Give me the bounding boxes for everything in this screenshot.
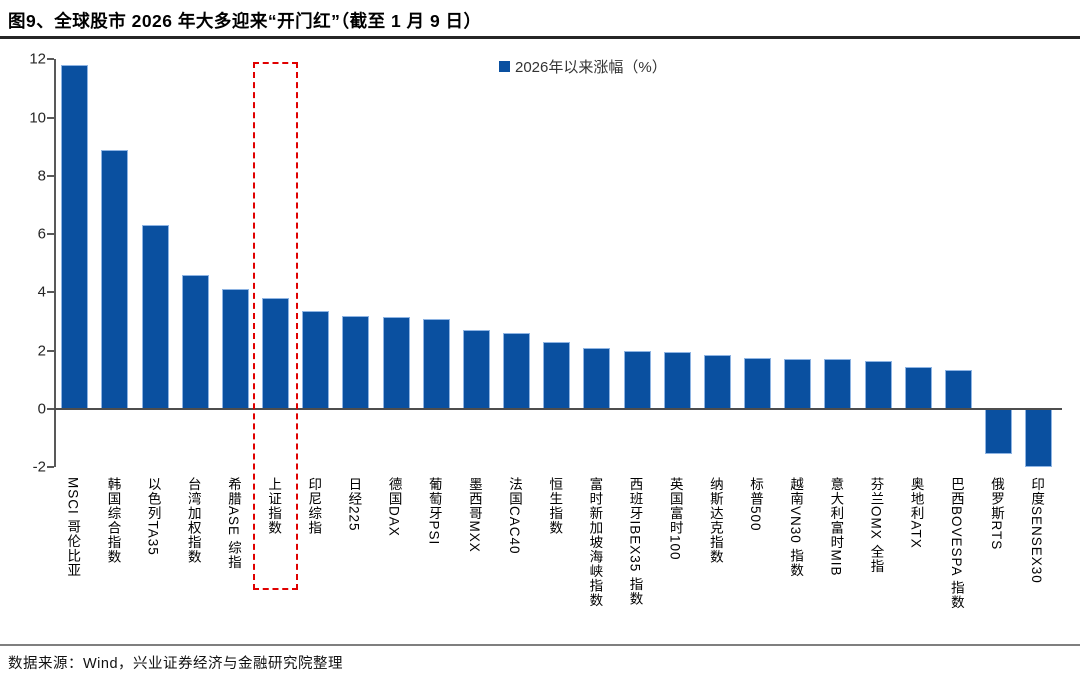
x-category-label: 法国CAC40 — [507, 477, 523, 555]
bar-11 — [503, 333, 531, 409]
y-tick-label: 4 — [37, 283, 46, 301]
bar-21 — [904, 366, 932, 409]
x-category-label: 意大利富时MIB — [828, 477, 844, 577]
y-tick-mark — [47, 349, 54, 352]
y-tick-label: 12 — [29, 50, 46, 68]
y-tick-mark — [47, 291, 54, 294]
y-axis-line — [54, 59, 56, 468]
x-category-label: 葡萄牙PSI — [426, 477, 442, 546]
bar-2 — [141, 225, 169, 409]
bar-23 — [984, 409, 1012, 455]
x-category-label: 英国富时100 — [667, 477, 683, 561]
x-category-label: MSCI 哥伦比亚 — [65, 477, 81, 578]
bar-3 — [181, 274, 209, 409]
x-category-label: 越南VN30 指数 — [788, 477, 804, 578]
x-category-label: 上证指数 — [266, 477, 282, 535]
x-category-label: 奥地利ATX — [908, 477, 924, 549]
x-category-label: 巴西BOVESPA 指数 — [948, 477, 964, 610]
bar-4 — [221, 289, 249, 409]
y-tick-mark — [47, 408, 54, 410]
x-category-label: 台湾加权指数 — [185, 477, 201, 564]
x-axis-line — [54, 408, 1062, 410]
bar-13 — [583, 347, 611, 409]
legend-swatch-icon — [499, 61, 510, 72]
y-tick-mark — [47, 233, 54, 236]
y-tick-mark — [47, 58, 54, 61]
x-category-label: 日经225 — [346, 477, 362, 532]
bar-14 — [623, 350, 651, 409]
x-category-label: 希腊ASE 综指 — [225, 477, 241, 570]
x-category-label: 德国DAX — [386, 477, 402, 537]
y-tick-label: 10 — [29, 109, 46, 126]
footer-divider — [0, 644, 1080, 646]
highlight-box-shanghai-composite — [252, 62, 298, 590]
bar-7 — [342, 315, 370, 409]
x-category-label: 韩国综合指数 — [105, 477, 121, 564]
x-category-label: 富时新加坡海峡指数 — [587, 477, 603, 608]
bar-24 — [1025, 409, 1053, 468]
x-category-label: 标普500 — [748, 477, 764, 532]
legend-label: 2026年以来涨幅（%） — [515, 59, 667, 76]
x-category-label: 以色列TA35 — [145, 477, 161, 556]
bar-19 — [824, 359, 852, 409]
title-divider — [0, 36, 1080, 39]
y-tick-label: 0 — [37, 400, 46, 418]
y-tick-mark — [47, 116, 54, 119]
bar-12 — [543, 341, 571, 409]
chart-legend: 2026年以来涨幅（%） — [499, 56, 667, 77]
bar-18 — [784, 359, 812, 409]
bar-10 — [462, 330, 490, 409]
source-note: 数据来源：Wind，兴业证券经济与金融研究院整理 — [8, 656, 344, 672]
bar-5 — [262, 298, 290, 409]
x-category-label: 纳斯达克指数 — [707, 477, 723, 564]
bar-20 — [864, 360, 892, 409]
figure-title: 图9、全球股市 2026 年大多迎来“开门红”（截至 1 月 9 日） — [8, 11, 482, 31]
y-tick-mark — [47, 174, 54, 177]
y-tick-label: -2 — [32, 458, 46, 476]
x-category-label: 俄罗斯RTS — [988, 477, 1004, 551]
bar-1 — [101, 149, 129, 409]
bar-8 — [382, 317, 410, 409]
bar-9 — [422, 318, 450, 409]
bar-22 — [944, 369, 972, 409]
bar-16 — [703, 355, 731, 409]
y-tick-label: 8 — [37, 167, 46, 185]
bar-17 — [744, 357, 772, 409]
y-tick-label: 6 — [37, 225, 46, 243]
y-tick-label: 2 — [37, 342, 46, 360]
x-category-label: 墨西哥MXX — [466, 477, 482, 553]
bar-15 — [663, 352, 691, 409]
bar-0 — [61, 65, 89, 409]
x-category-label: 印度SENSEX30 — [1029, 477, 1045, 584]
x-category-label: 印尼综指 — [306, 477, 322, 535]
x-category-label: 恒生指数 — [547, 477, 563, 535]
y-tick-mark — [47, 466, 54, 469]
x-category-label: 芬兰OMX 全指 — [868, 477, 884, 574]
bar-6 — [302, 311, 330, 409]
x-category-label: 西班牙IBEX35 指数 — [627, 477, 643, 607]
